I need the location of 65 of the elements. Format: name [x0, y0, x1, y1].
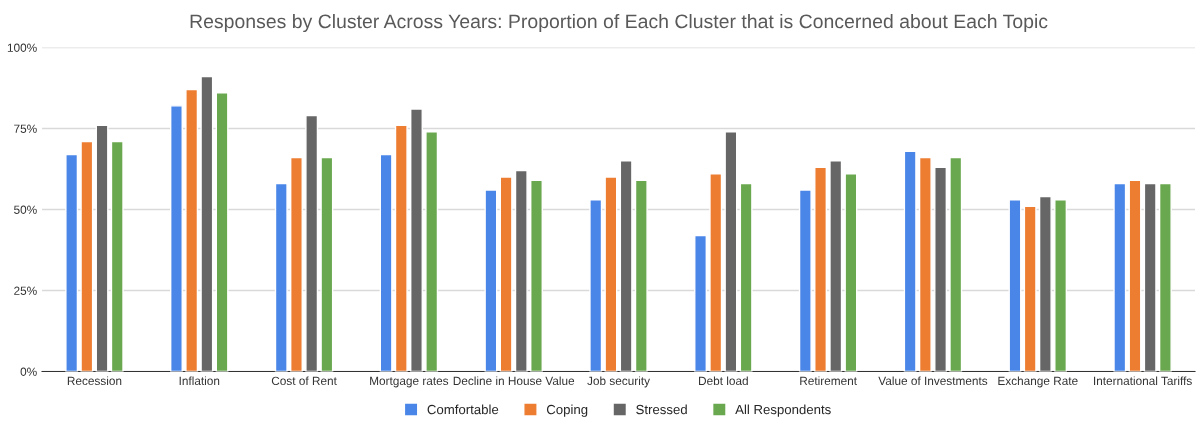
- bar: [410, 108, 423, 372]
- bar: [65, 153, 79, 372]
- y-tick-label: 0%: [20, 367, 37, 376]
- bar: [634, 179, 648, 372]
- bar: [589, 199, 603, 372]
- bar: [95, 124, 109, 372]
- bar: [514, 169, 528, 372]
- bar: [844, 173, 858, 372]
- bar: [185, 88, 199, 372]
- bar: [798, 189, 812, 372]
- x-tick-label: Value of Investments: [878, 376, 988, 386]
- y-tick-label: 75%: [14, 124, 37, 133]
- bar: [949, 156, 963, 372]
- y-tick-label: 25%: [14, 286, 37, 295]
- bar: [200, 75, 214, 372]
- bar: [379, 153, 393, 372]
- bar: [1054, 199, 1068, 372]
- bar: [1158, 182, 1172, 372]
- bar: [1038, 195, 1052, 372]
- y-tick-label: 100%: [7, 43, 37, 52]
- bar: [918, 156, 932, 372]
- x-tick-label: Retirement: [800, 376, 857, 386]
- bar: [604, 176, 618, 372]
- x-tick-label: Exchange Rate: [998, 376, 1078, 388]
- bar: [1113, 182, 1127, 372]
- legend-label: Stressed: [636, 404, 687, 415]
- x-tick-label: Decline in House Value: [453, 376, 575, 386]
- bar: [829, 160, 843, 372]
- bar: [724, 131, 738, 372]
- bar: [394, 124, 408, 372]
- bar: [215, 92, 229, 372]
- bar: [1143, 182, 1157, 372]
- bar: [934, 166, 948, 372]
- x-tick-label: Debt load: [699, 376, 748, 386]
- bar: [320, 156, 334, 372]
- bar: [694, 234, 707, 372]
- bar: [425, 131, 439, 372]
- bar: [499, 176, 513, 372]
- bar: [80, 140, 94, 372]
- bar: [1023, 205, 1037, 372]
- bar: [1128, 179, 1142, 372]
- bar: [619, 160, 633, 372]
- x-tick-label: Mortgage rates: [370, 376, 449, 388]
- bar: [709, 173, 723, 372]
- bar: [1008, 199, 1022, 372]
- x-tick-label: Inflation: [179, 376, 220, 386]
- y-tick-label: 50%: [14, 205, 37, 214]
- x-tick-label: Job security: [587, 376, 650, 388]
- bar: [530, 179, 543, 372]
- bar: [484, 189, 498, 372]
- x-tick-label: International Tariffs: [1094, 376, 1192, 386]
- bar: [814, 166, 828, 372]
- chart-title: Responses by Cluster Across Years: Proportion of Each Cluster that is Concerned about Each Topic: [190, 13, 1048, 33]
- legend-label: Comfortable: [427, 404, 499, 415]
- bar: [903, 150, 917, 372]
- bar: [305, 114, 319, 372]
- x-tick-label: Cost of Rent: [271, 376, 337, 386]
- legend-label: All Respondents: [735, 404, 831, 417]
- legend-label: Coping: [546, 404, 588, 417]
- bar: [169, 105, 183, 372]
- bar: [110, 140, 124, 372]
- x-tick-label: Recession: [67, 376, 122, 386]
- bar: [274, 182, 288, 372]
- bar: [739, 182, 753, 372]
- bar: [290, 156, 303, 372]
